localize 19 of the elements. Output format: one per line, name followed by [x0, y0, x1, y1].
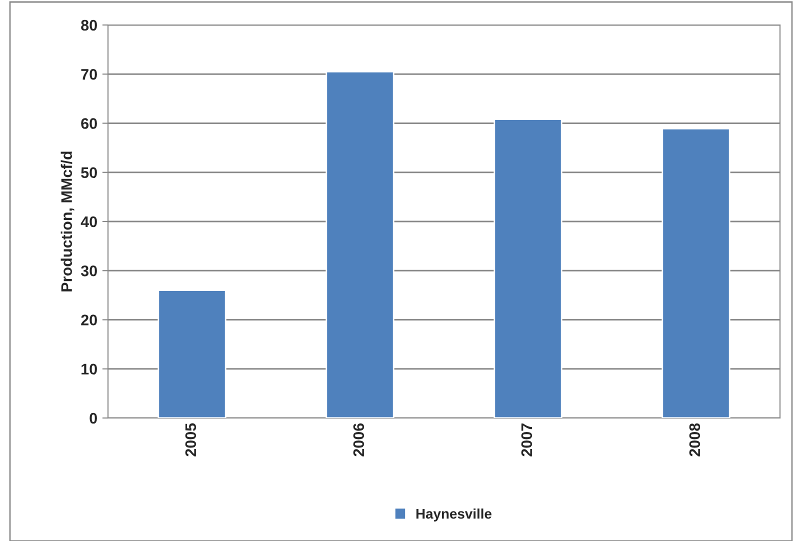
x-tick-label: 2008 — [689, 423, 700, 456]
x-tick-label: 2005 — [185, 423, 196, 456]
bar — [158, 290, 226, 418]
y-axis-title: Production, MMcf/d — [60, 152, 74, 292]
y-tick-label: 70 — [81, 68, 97, 80]
bar — [326, 70, 394, 418]
y-tick-label: 80 — [81, 20, 97, 31]
bar — [662, 128, 730, 418]
y-tick-label: 40 — [80, 216, 97, 228]
y-tick-label: 20 — [81, 314, 97, 326]
x-tick-label: 2007 — [521, 424, 532, 456]
y-tick-label: 30 — [80, 265, 97, 276]
x-tick-label: 2006 — [353, 423, 364, 456]
bar — [494, 118, 562, 418]
y-tick-label: 60 — [81, 118, 97, 129]
y-tick-label: 10 — [82, 364, 97, 375]
y-tick-label: 0 — [90, 412, 97, 424]
legend-label: Haynesville — [416, 508, 492, 522]
y-tick-label: 50 — [81, 167, 97, 178]
